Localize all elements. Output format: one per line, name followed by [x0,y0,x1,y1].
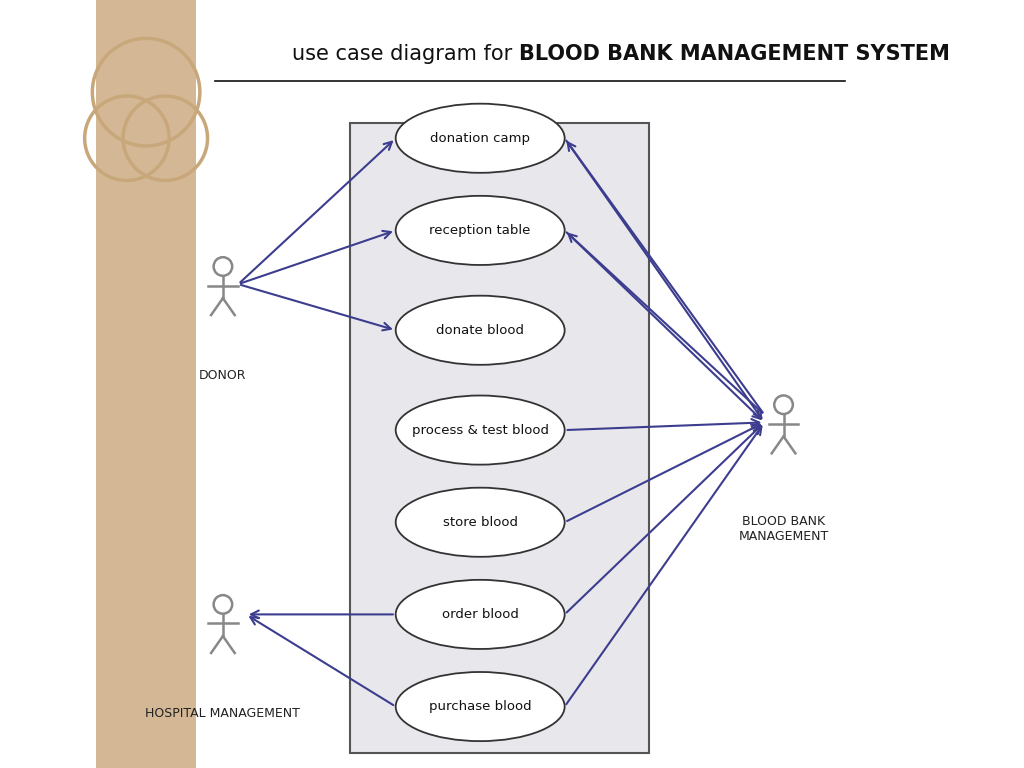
Ellipse shape [395,296,564,365]
Ellipse shape [395,672,564,741]
Ellipse shape [395,396,564,465]
Text: store blood: store blood [442,516,518,528]
Text: donation camp: donation camp [430,132,530,144]
Text: BLOOD BANK MANAGEMENT SYSTEM: BLOOD BANK MANAGEMENT SYSTEM [518,44,949,64]
Text: HOSPITAL MANAGEMENT: HOSPITAL MANAGEMENT [145,707,300,720]
Text: donate blood: donate blood [436,324,524,336]
Ellipse shape [395,488,564,557]
Text: DONOR: DONOR [199,369,247,382]
FancyBboxPatch shape [96,0,196,768]
Text: BLOOD BANK
MANAGEMENT: BLOOD BANK MANAGEMENT [738,515,828,542]
Ellipse shape [395,104,564,173]
Text: order blood: order blood [441,608,518,621]
Text: use case diagram for: use case diagram for [292,44,518,64]
Text: reception table: reception table [429,224,530,237]
Text: process & test blood: process & test blood [412,424,549,436]
FancyBboxPatch shape [349,123,649,753]
Text: purchase blood: purchase blood [429,700,531,713]
Ellipse shape [395,196,564,265]
Ellipse shape [395,580,564,649]
